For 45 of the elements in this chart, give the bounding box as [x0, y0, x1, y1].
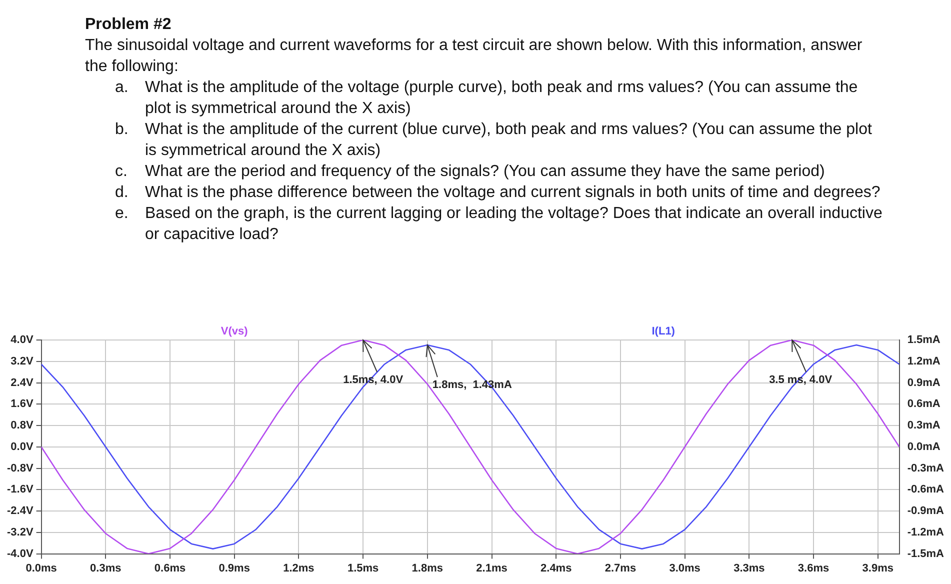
y-tick-label: 2.4V: [10, 376, 34, 389]
x-tick-label: 1.5ms: [347, 562, 379, 574]
y2-tick-label: 1.5mA: [907, 334, 940, 346]
y-tick-label: 0.0V: [10, 440, 34, 453]
x-tick-label: 2.1ms: [476, 562, 508, 574]
x-tick-label: 0.6ms: [154, 562, 186, 574]
y-tick-label: -2.4V: [6, 505, 34, 518]
y2-tick-label: -0.9mA: [907, 505, 944, 518]
chart-title: Problem #2: [85, 15, 172, 35]
x-tick-label: 3.0ms: [669, 562, 700, 574]
y2-tick-label: 1.2mA: [907, 355, 940, 368]
x-tick-label: 2.7ms: [604, 562, 636, 574]
y2-tick-label: -0.6mA: [907, 484, 944, 496]
x-tick-label: 2.4ms: [540, 562, 572, 574]
y-tick-label: 1.6V: [10, 398, 34, 410]
y-tick-label: 0.8V: [10, 420, 34, 432]
y-tick-label: -1.6V: [6, 484, 34, 496]
y2-tick-label: 0.9mA: [907, 376, 940, 389]
y2-tick-label: 0.3mA: [907, 420, 940, 432]
x-tick-label: 3.9ms: [862, 562, 894, 574]
chart-subtitle: The sinusoidal voltage and current waveforms for a test circuit are shown below. With this information, answer the following:: [85, 36, 864, 77]
text: V(vs): [220, 326, 248, 338]
x-tick-label: 0.0ms: [26, 562, 57, 574]
y-tick-label: -0.8V: [6, 462, 34, 474]
y2-tick-label: -1.2mA: [907, 526, 944, 538]
y2-tick-label: -0.3mA: [907, 462, 944, 474]
y-tick-label: 3.2V: [10, 355, 34, 368]
x-tick-label: 3.3ms: [734, 562, 765, 574]
text: e. Based on the graph, is the current lagging or leading the voltage? Does that indicate an overall inductive or capacitive load?: [115, 204, 884, 245]
x-tick-label: 1.8ms: [412, 562, 444, 574]
y2-tick-label: 0.0mA: [907, 440, 940, 453]
y-tick-label: -3.2V: [6, 526, 34, 538]
text: b. What is the amplitude of the current (blue curve), both peak and rms values? (You can assume the plot is symmetrical around the X axis): [115, 120, 873, 161]
y2-tick-label: 0.6mA: [907, 398, 940, 410]
x-tick-label: 3.6ms: [798, 562, 830, 574]
text: c. What are the period and frequency of the signals? (You can assume they have the same period): [115, 162, 825, 182]
y-tick-label: 4.0V: [10, 334, 34, 346]
x-tick-label: 1.2ms: [283, 562, 314, 574]
text: I(L1): [652, 326, 676, 338]
x-tick-label: 0.9ms: [218, 562, 250, 574]
text: a. What is the amplitude of the voltage (purple curve), both peak and rms values? (You can assume the plot is symmetrical around the X axis): [115, 78, 859, 119]
text: d. What is the phase difference between the voltage and current signals in both units of time and degrees?: [115, 183, 880, 203]
y-tick-label: -4.0V: [6, 548, 34, 560]
x-tick-label: 0.3ms: [90, 562, 122, 574]
y2-tick-label: -1.5mA: [907, 548, 944, 560]
